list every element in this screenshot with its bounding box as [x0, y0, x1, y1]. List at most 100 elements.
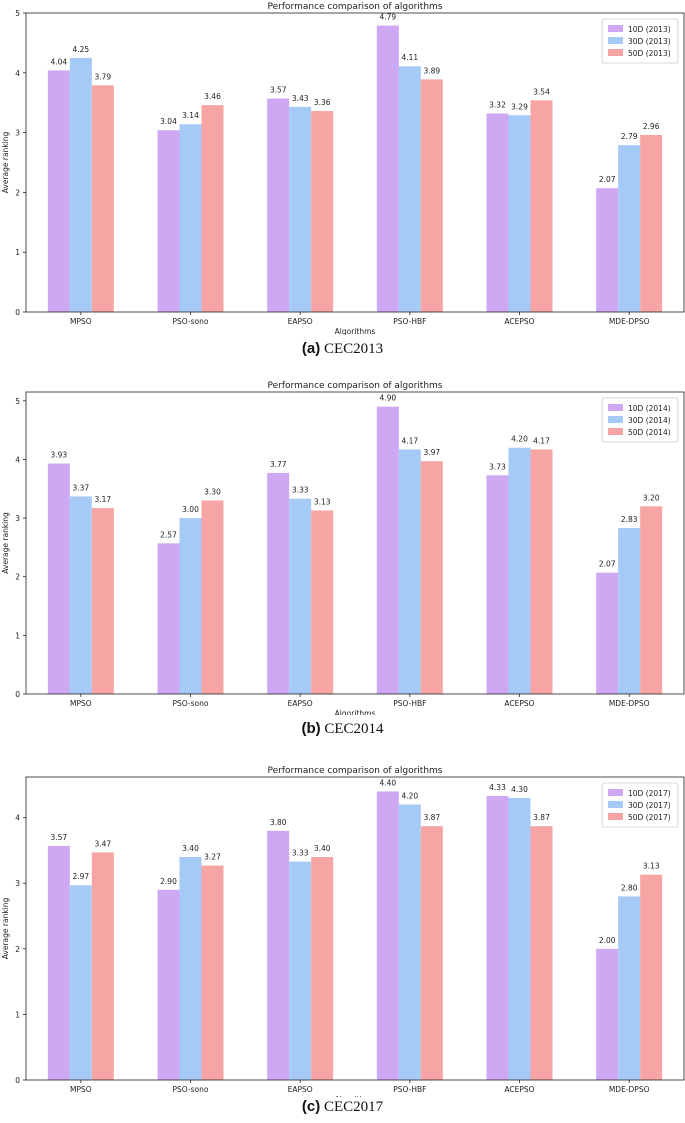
- x-axis-label: Algorithms: [335, 327, 376, 335]
- legend-entry: 10D (2014): [628, 404, 671, 413]
- data-label: 4.33: [489, 783, 506, 792]
- x-tick-label: MPSO: [70, 317, 92, 326]
- bar-pso-sono-series-1: [157, 130, 180, 312]
- bar-pso-sono-series-3: [201, 500, 224, 694]
- data-label: 4.17: [401, 436, 418, 445]
- data-label: 2.97: [72, 872, 89, 881]
- data-label: 3.87: [423, 813, 440, 822]
- y-tick-label: 0: [15, 308, 20, 317]
- bar-eapso-series-1: [267, 830, 290, 1080]
- data-label: 2.80: [621, 883, 638, 892]
- y-tick-label: 3: [15, 879, 20, 888]
- data-label: 2.00: [599, 936, 616, 945]
- legend-entry: 10D (2017): [628, 789, 671, 798]
- bar-pso-sono-series-3: [201, 105, 224, 312]
- data-label: 2.07: [599, 175, 616, 184]
- bar-mde-dpso-series-2: [618, 896, 641, 1080]
- data-label: 4.90: [379, 394, 396, 403]
- data-label: 3.33: [292, 486, 309, 495]
- x-tick-label: MDE-DPSO: [609, 1085, 650, 1094]
- chart-panel-cec2017: Performance comparison of algorithms 3.57…: [0, 762, 685, 1123]
- y-tick-label: 5: [15, 9, 20, 18]
- legend-swatch: [608, 37, 623, 44]
- data-label: 4.04: [50, 57, 67, 66]
- data-label: 3.46: [204, 92, 221, 101]
- bar-pso-sono-series-1: [157, 889, 180, 1080]
- plot-frame: [25, 776, 685, 1081]
- caption-text: CEC2013: [323, 341, 384, 357]
- y-tick-label: 2: [15, 945, 20, 954]
- bar-acepso-series-2: [508, 797, 531, 1080]
- chart-title: Performance comparison of algorithms: [268, 2, 443, 12]
- x-tick-label: EAPSO: [288, 699, 313, 708]
- legend-entry: 50D (2013): [628, 49, 671, 58]
- y-tick-label: 4: [15, 69, 20, 78]
- data-label: 3.00: [182, 505, 199, 514]
- bar-pso-hbf-series-2: [398, 66, 421, 312]
- bar-mpso-series-1: [47, 845, 70, 1080]
- bar-acepso-series-1: [486, 475, 509, 694]
- bar-eapso-series-1: [267, 98, 290, 312]
- data-label: 3.57: [270, 86, 287, 95]
- x-tick-label: EAPSO: [288, 317, 313, 326]
- data-label: 3.54: [533, 87, 550, 96]
- caption-text: CEC2017: [323, 1099, 384, 1115]
- bar-mpso-series-2: [69, 57, 92, 312]
- data-label: 2.79: [621, 132, 638, 141]
- bar-pso-hbf-series-1: [376, 25, 399, 312]
- y-tick-label: 1: [15, 1010, 20, 1019]
- bar-acepso-series-3: [530, 826, 553, 1080]
- data-label: 3.36: [314, 98, 331, 107]
- y-tick-label: 0: [15, 690, 20, 699]
- figure-caption-c: (c) CEC2017: [0, 1098, 685, 1116]
- data-label: 2.07: [599, 560, 616, 569]
- legend-swatch: [608, 813, 623, 820]
- bar-mde-dpso-series-2: [618, 145, 641, 312]
- x-tick-label: PSO-HBF: [393, 699, 426, 708]
- x-axis-label: Algorithms: [335, 709, 376, 715]
- caption-label: (a): [301, 340, 321, 357]
- x-tick-label: ACEPSO: [504, 317, 534, 326]
- legend-entry: 30D (2017): [628, 801, 671, 810]
- legend-swatch: [608, 801, 623, 808]
- y-tick-label: 1: [15, 248, 20, 257]
- legend-swatch: [608, 428, 623, 435]
- bar-mde-dpso-series-3: [640, 134, 663, 312]
- data-label: 3.29: [511, 102, 528, 111]
- bar-pso-hbf-series-2: [398, 804, 421, 1080]
- bar-eapso-series-2: [289, 861, 312, 1080]
- bar-chart-cec2017: Performance comparison of algorithms 3.57…: [1, 766, 685, 1097]
- x-tick-label: PSO-HBF: [393, 1085, 426, 1094]
- bar-mde-dpso-series-2: [618, 528, 641, 694]
- bar-chart-cec2014: Performance comparison of algorithms 3.93…: [1, 381, 685, 715]
- data-label: 2.83: [621, 515, 638, 524]
- data-label: 4.25: [72, 45, 89, 54]
- bar-mpso-series-3: [91, 852, 114, 1080]
- legend-entry: 50D (2017): [628, 813, 671, 822]
- chart-panel-cec2014: Performance comparison of algorithms 3.93…: [0, 380, 685, 745]
- bar-mpso-series-2: [69, 496, 92, 694]
- plot-frame: [25, 12, 685, 313]
- bar-acepso-series-2: [508, 447, 531, 694]
- bar-eapso-series-3: [311, 857, 334, 1080]
- data-label: 3.57: [50, 833, 67, 842]
- legend-swatch: [608, 416, 623, 423]
- bar-pso-sono-series-3: [201, 865, 224, 1080]
- bar-acepso-series-3: [530, 449, 553, 694]
- data-label: 3.40: [182, 844, 199, 853]
- data-label: 3.04: [160, 117, 177, 126]
- bar-pso-hbf-series-2: [398, 449, 421, 694]
- data-label: 4.40: [379, 778, 396, 787]
- bar-pso-hbf-series-3: [420, 461, 443, 694]
- bar-mde-dpso-series-3: [640, 506, 663, 694]
- data-label: 3.32: [489, 100, 506, 109]
- bar-mpso-series-2: [69, 885, 92, 1080]
- data-label: 2.57: [160, 530, 177, 539]
- x-tick-label: MDE-DPSO: [609, 317, 650, 326]
- bar-pso-sono-series-2: [179, 857, 202, 1080]
- bar-acepso-series-3: [530, 100, 553, 312]
- data-label: 3.33: [292, 849, 309, 858]
- chart-panel-cec2013: Performance comparison of algorithms 4.04…: [0, 0, 685, 365]
- bar-acepso-series-1: [486, 113, 509, 313]
- bar-acepso-series-1: [486, 796, 509, 1080]
